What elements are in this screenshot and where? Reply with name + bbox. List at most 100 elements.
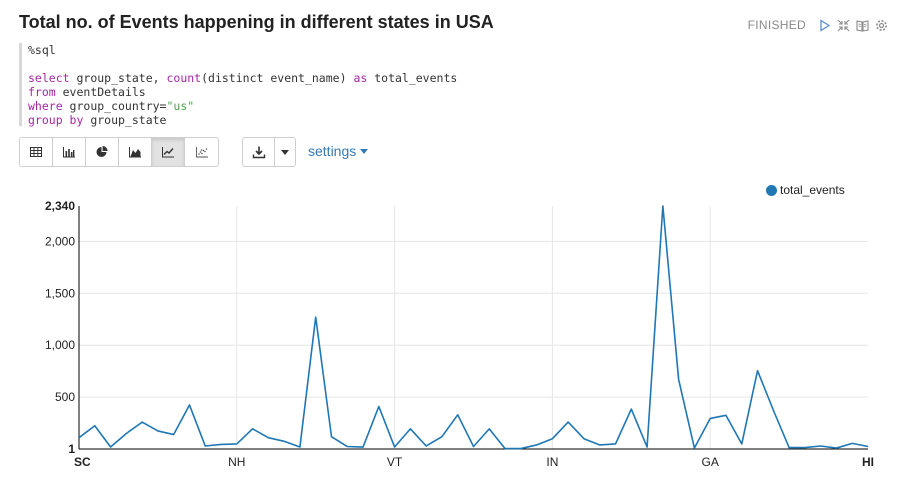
y-tick-label: 1,500 (45, 286, 75, 300)
data-point (834, 446, 838, 450)
code-token: total_events (367, 71, 458, 85)
area-chart-button[interactable] (119, 138, 152, 166)
code-token: group_state (83, 113, 167, 127)
data-point (156, 429, 160, 433)
data-point (645, 445, 649, 449)
y-tick-label: 1 (68, 442, 75, 456)
data-point (456, 413, 460, 417)
code-line: group by group_state (28, 113, 579, 127)
data-point (740, 442, 744, 446)
data-point (756, 369, 760, 373)
code-token: group_state, (69, 71, 167, 85)
data-point (282, 439, 286, 443)
data-point (614, 442, 618, 446)
data-point (187, 403, 191, 407)
y-tick-label: 2,340 (45, 199, 75, 213)
data-point (550, 437, 554, 441)
code-token: eventDetails (55, 85, 146, 99)
bar-chart-icon (63, 147, 75, 158)
settings-dropdown[interactable]: settings (308, 143, 369, 159)
sql-editor[interactable]: %sql select group_state, count(distinct … (19, 43, 579, 127)
bar-chart-button[interactable] (53, 138, 86, 166)
code-token: where (28, 99, 63, 113)
chevron-down-icon (360, 148, 369, 154)
data-point (803, 446, 807, 450)
pie-chart-button[interactable] (86, 138, 119, 166)
x-tick-label: SC (74, 455, 91, 469)
code-line: select group_state, count(distinct event… (28, 71, 579, 85)
status-label: FINISHED (747, 18, 806, 32)
data-point (487, 427, 491, 431)
code-token: "us" (166, 99, 195, 113)
gear-icon[interactable] (875, 19, 888, 32)
data-point (298, 445, 302, 449)
scatter-chart-button[interactable] (185, 138, 218, 166)
data-point (377, 405, 381, 409)
download-button[interactable] (243, 138, 275, 166)
legend-swatch (766, 184, 777, 196)
chevron-down-icon (281, 149, 289, 155)
data-point (235, 442, 239, 446)
code-line: where group_country="us" (28, 99, 579, 113)
data-point (266, 436, 270, 440)
scatter-chart-icon (195, 147, 208, 158)
y-tick-label: 2,000 (45, 234, 75, 248)
y-tick-label: 1,000 (45, 338, 75, 352)
data-point (629, 407, 633, 411)
download-group (242, 137, 296, 167)
pie-chart-icon (96, 146, 108, 157)
code-line: from eventDetails (28, 85, 579, 99)
data-point (582, 437, 586, 441)
data-point (677, 378, 681, 382)
data-point (598, 443, 602, 447)
run-icon[interactable] (818, 18, 831, 32)
data-point (172, 433, 176, 437)
table-view-button[interactable] (20, 138, 53, 166)
data-point (93, 424, 97, 428)
book-icon[interactable] (856, 19, 869, 32)
settings-label: settings (308, 143, 357, 159)
x-tick-label: IN (546, 455, 558, 469)
chart-legend[interactable]: total_events (766, 183, 845, 197)
data-point (361, 445, 365, 449)
data-point (850, 441, 854, 445)
line-chart-icon (162, 147, 174, 158)
data-point (566, 420, 570, 424)
code-token: from (28, 85, 56, 99)
x-tick-label: NH (228, 455, 245, 469)
data-point (251, 427, 255, 431)
paragraph-controls: FINISHED (748, 18, 888, 32)
data-point (708, 416, 712, 420)
data-point (109, 445, 113, 449)
download-options-button[interactable] (275, 138, 295, 166)
data-point (535, 443, 539, 447)
data-point (819, 444, 823, 448)
data-point (866, 445, 870, 449)
data-point (771, 408, 775, 412)
code-line: %sql (28, 43, 579, 57)
data-point (787, 446, 791, 450)
code-token: as (353, 71, 368, 85)
data-point (124, 432, 128, 436)
data-point (408, 427, 412, 431)
data-point (724, 413, 728, 417)
data-point (424, 444, 428, 448)
code-token: count (166, 71, 202, 85)
data-point (203, 444, 207, 448)
line-chart-button[interactable] (152, 138, 185, 166)
data-point (393, 445, 397, 449)
x-tick-label: GA (702, 455, 719, 469)
y-tick-label: 500 (55, 390, 75, 404)
x-tick-label: HI (862, 455, 874, 469)
data-point (692, 446, 696, 450)
data-point (140, 420, 144, 424)
code-token: select (28, 71, 70, 85)
chart-type-toolbar (19, 137, 219, 167)
series-line-total-events (78, 205, 869, 450)
collapse-icon[interactable] (837, 19, 850, 32)
data-point (519, 447, 523, 451)
legend-label: total_events (780, 183, 845, 197)
table-icon (30, 147, 42, 157)
data-point (345, 445, 349, 449)
